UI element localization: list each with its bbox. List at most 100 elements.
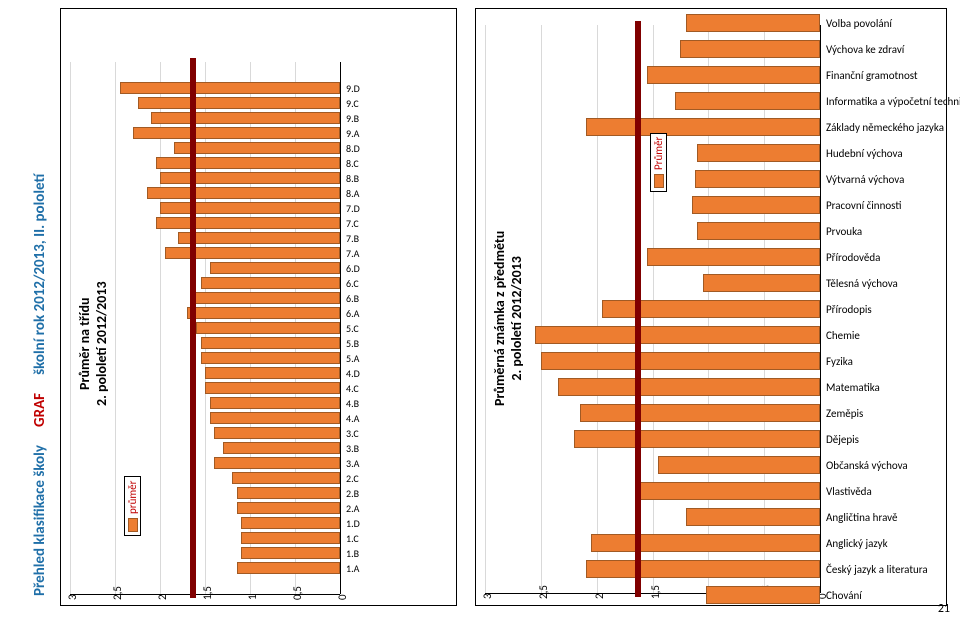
legend-label: průměr: [126, 481, 139, 515]
category-label: Prvouka: [826, 225, 946, 238]
chart-title-l1: Průměrná známka z předmětu: [491, 231, 508, 406]
bar: [237, 562, 341, 574]
category-label: 6.B: [346, 292, 359, 305]
legend: průměr: [124, 477, 141, 537]
category-label: Pracovní činnosti: [826, 199, 946, 212]
axis-tick-label: 1: [246, 594, 259, 600]
category-label: 5.B: [346, 337, 359, 350]
category-label: Přírodopis: [826, 303, 946, 316]
gridline: [115, 62, 116, 594]
bar: [680, 40, 820, 58]
bar: [695, 170, 820, 188]
category-label: Výtvarná výchova: [826, 173, 946, 186]
chart-title: Průměrná známka z předmětu2. pololetí 20…: [491, 231, 525, 406]
bar: [636, 482, 820, 500]
category-label: Výchova ke zdraví: [826, 43, 946, 56]
bar: [120, 82, 341, 94]
category-label: 1.C: [346, 532, 359, 545]
bar: [586, 118, 821, 136]
gridline: [485, 25, 486, 593]
reference-line: [190, 58, 196, 598]
bar: [675, 92, 820, 110]
chart-title-l2: 2. pololetí 2012/2013: [508, 256, 525, 381]
category-label: Chování: [826, 589, 946, 602]
bar: [686, 508, 820, 526]
bar: [151, 112, 340, 124]
gridline: [340, 62, 341, 594]
category-label: 2.A: [346, 502, 359, 515]
legend-label: Průměr: [652, 137, 665, 170]
category-label: 9.D: [346, 82, 360, 95]
axis-tick-label: 2: [156, 594, 169, 600]
bar: [187, 307, 340, 319]
bar: [210, 397, 341, 409]
bar: [205, 367, 340, 379]
category-label: Fyzika: [826, 355, 946, 368]
chart-title: Průměr na třídu2. pololetí 2012/2013: [76, 281, 110, 406]
page-side-caption: Přehled klasifikace školy GRAF školní ro…: [30, 174, 49, 596]
bar: [214, 457, 340, 469]
bar: [591, 534, 820, 552]
chart-title-l2: 2. pololetí 2012/2013: [93, 281, 110, 406]
category-label: 8.A: [346, 187, 359, 200]
bar: [697, 144, 820, 162]
bar: [160, 172, 340, 184]
bar: [535, 326, 820, 344]
gridline: [597, 25, 598, 593]
bar: [205, 382, 340, 394]
gridline: [160, 62, 161, 594]
category-label: Dějepis: [826, 433, 946, 446]
gridline: [820, 25, 821, 593]
caption-part2: GRAF: [31, 393, 49, 427]
category-label: Tělesná výchova: [826, 277, 946, 290]
bar: [138, 97, 341, 109]
category-label: 1.A: [346, 562, 359, 575]
category-label: 4.B: [346, 397, 359, 410]
bar: [192, 292, 341, 304]
bar: [706, 586, 820, 604]
category-label: 6.A: [346, 307, 359, 320]
bar: [241, 532, 340, 544]
category-label: 6.C: [346, 277, 359, 290]
bar: [156, 217, 341, 229]
bar: [178, 232, 340, 244]
category-label: Hudební výchova: [826, 147, 946, 160]
bar: [201, 337, 341, 349]
caption-part1: Přehled klasifikace školy: [31, 445, 49, 596]
bar: [586, 560, 821, 578]
bar: [692, 196, 820, 214]
bar: [133, 127, 340, 139]
category-label: 7.A: [346, 247, 359, 260]
bar: [237, 487, 341, 499]
bar: [201, 352, 341, 364]
category-label: Chemie: [826, 329, 946, 342]
bar: [658, 456, 820, 474]
legend-swatch: [128, 518, 138, 532]
axis-line: [70, 594, 340, 595]
page-number: 21: [938, 602, 950, 616]
bar: [241, 517, 340, 529]
category-label: 7.B: [346, 232, 359, 245]
category-label: 9.B: [346, 112, 359, 125]
category-label: Angličtina hravě: [826, 511, 946, 524]
bar: [703, 274, 820, 292]
category-label: Matematika: [826, 381, 946, 394]
bar: [541, 352, 820, 370]
category-label: 9.A: [346, 127, 359, 140]
chart-title-l1: Průměr na třídu: [76, 298, 93, 390]
category-label: 5.C: [346, 322, 359, 335]
category-label: 7.C: [346, 217, 359, 230]
bar: [174, 142, 341, 154]
category-label: 8.D: [346, 142, 360, 155]
reference-line: [635, 21, 641, 597]
category-label: Anglický jazyk: [826, 537, 946, 550]
bar: [237, 502, 341, 514]
bar: [160, 202, 340, 214]
category-label: 1.D: [346, 517, 360, 530]
bar: [196, 322, 340, 334]
category-label: Finanční gramotnost: [826, 69, 946, 82]
bar: [647, 66, 820, 84]
category-label: 6.D: [346, 262, 360, 275]
category-label: Občanská výchova: [826, 459, 946, 472]
bar: [697, 222, 820, 240]
